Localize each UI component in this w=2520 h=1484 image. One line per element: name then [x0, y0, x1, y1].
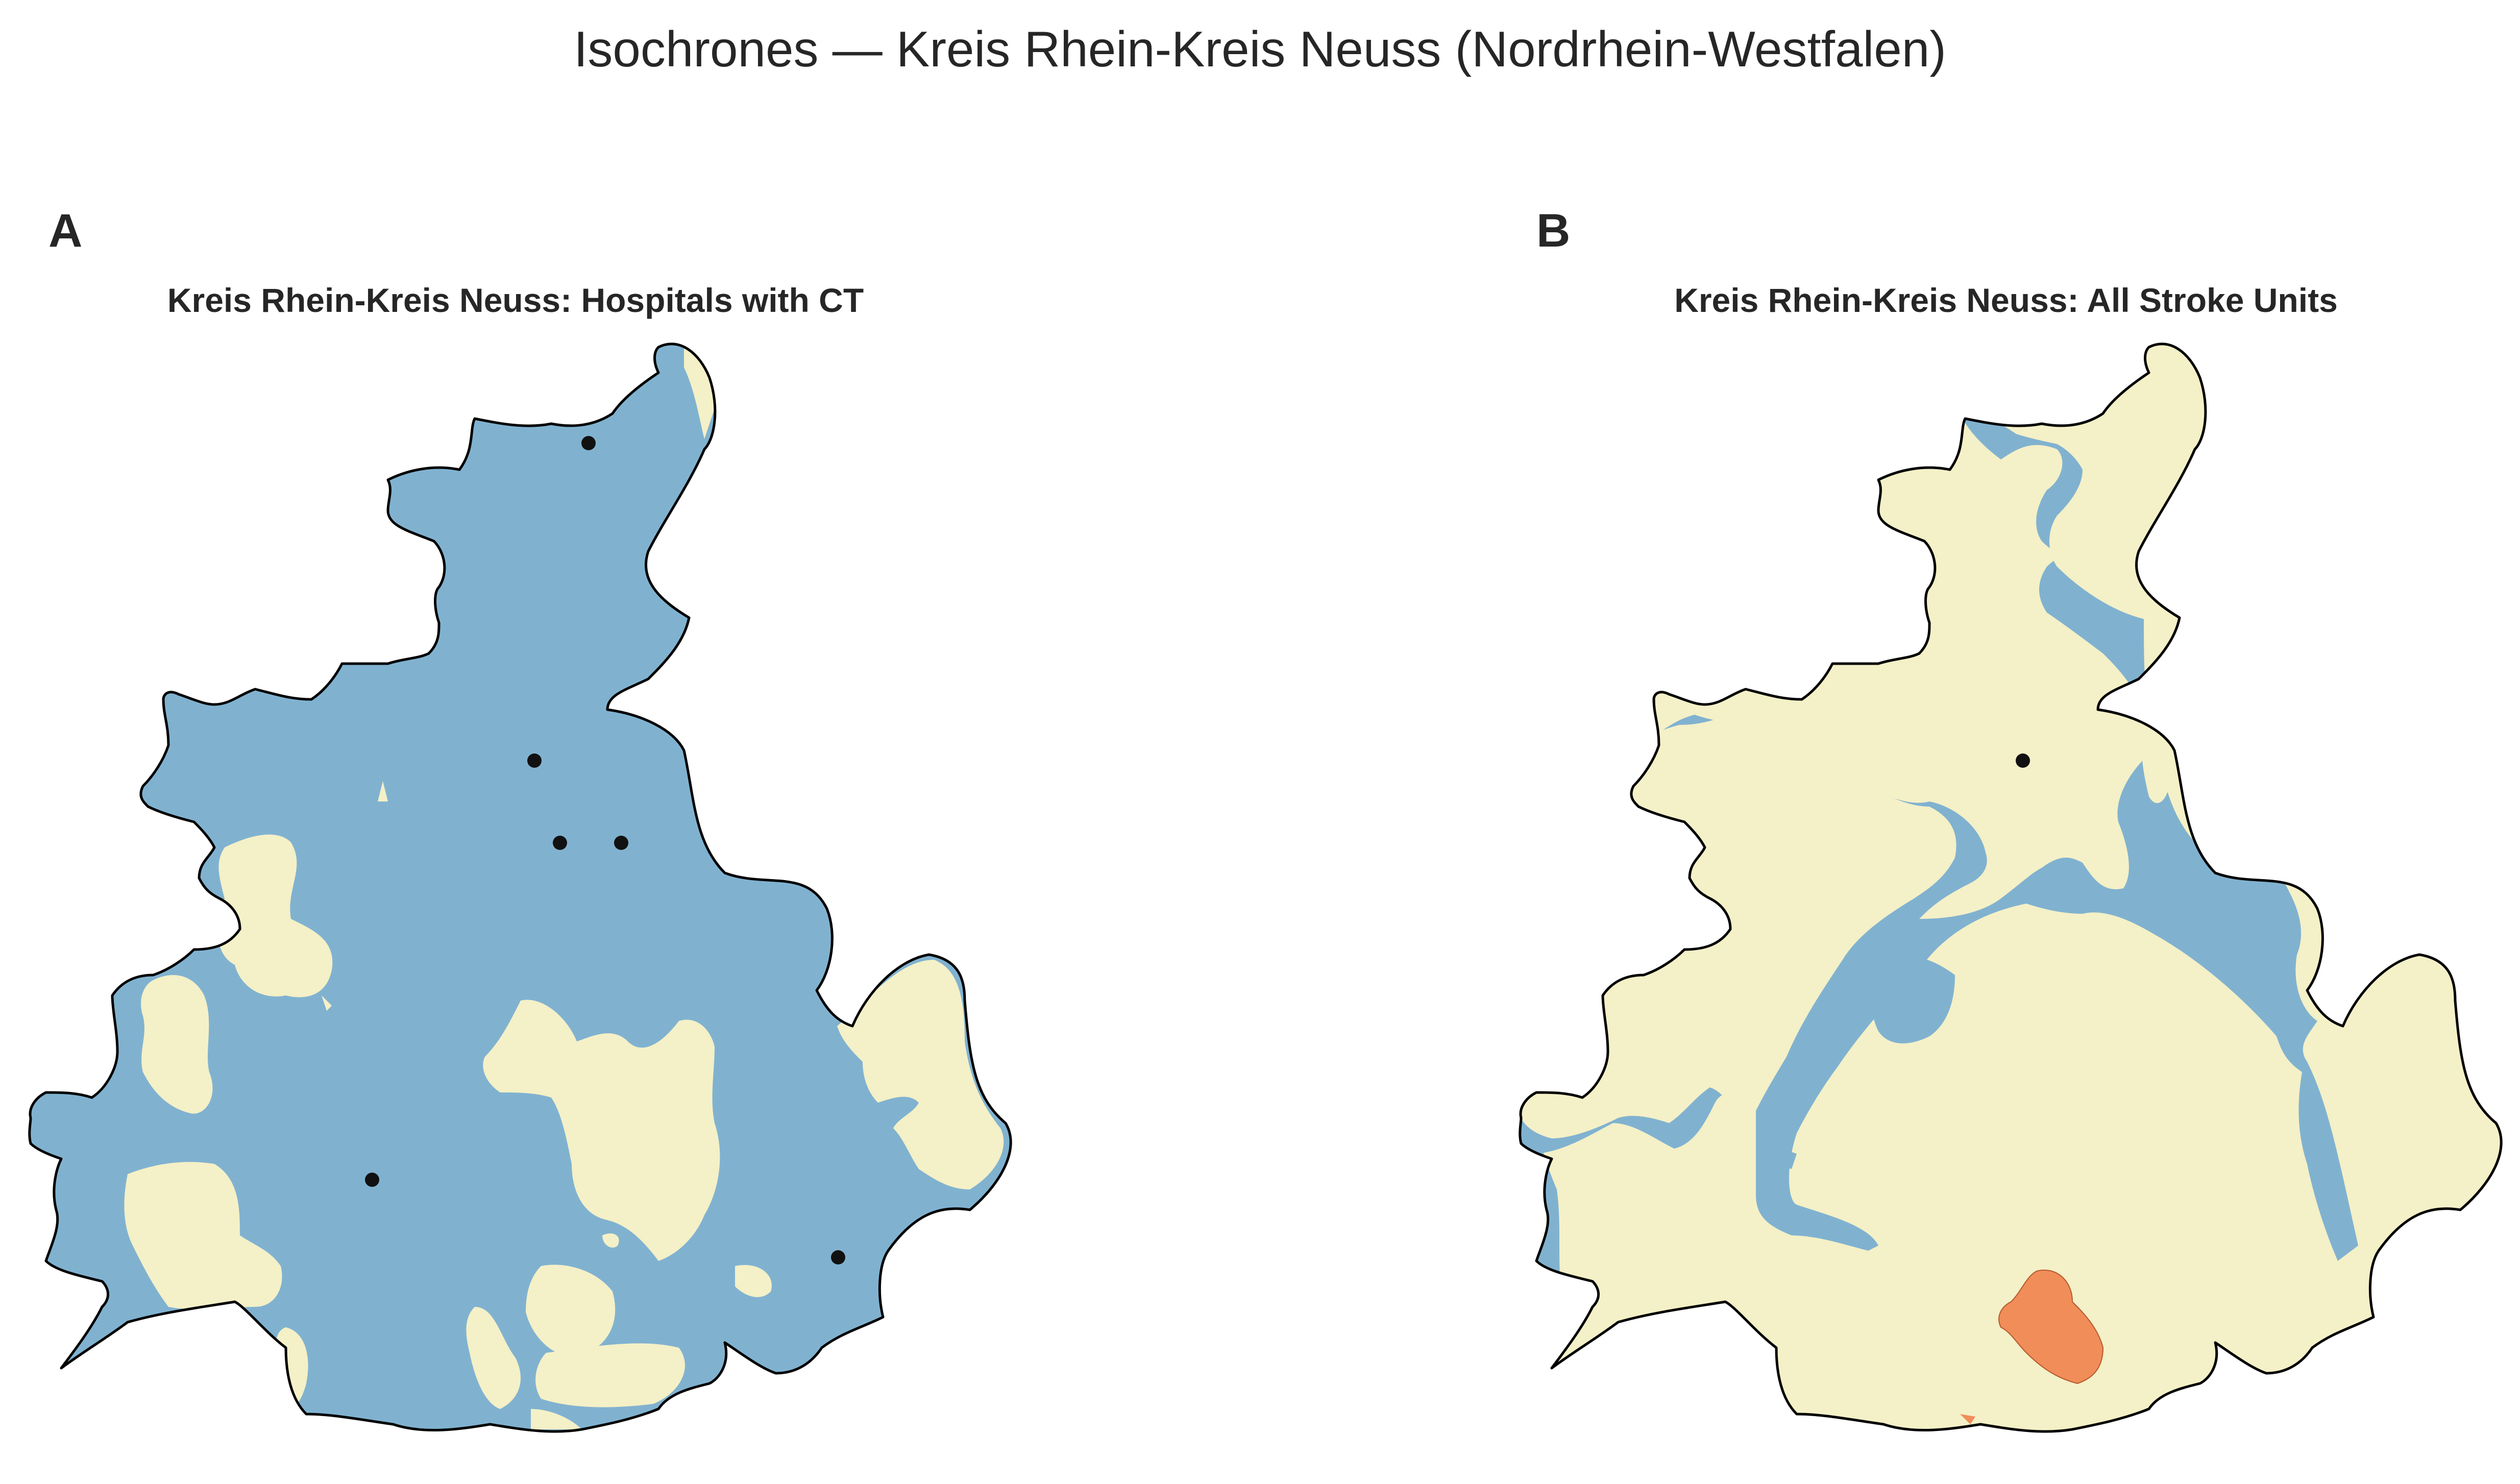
map-panel-a [30, 344, 1011, 1431]
panel-b-letter: B [1536, 205, 1571, 257]
travel-zones-yellow-a [124, 347, 1004, 1429]
panel-a-letter: A [48, 205, 83, 257]
hospital-marker [614, 836, 628, 850]
stroke-unit-points-b [2016, 753, 2030, 768]
travel-zone-yellow-b [1520, 344, 2502, 1432]
panel-b-title: Kreis Rhein-Kreis Neuss: All Stroke Unit… [1674, 281, 2338, 319]
panel-a-title: Kreis Rhein-Kreis Neuss: Hospitals with … [167, 281, 864, 319]
hospital-marker [527, 753, 542, 768]
stroke-unit-marker [2016, 753, 2030, 768]
hospital-points-a [365, 436, 845, 1264]
figure-title: Isochrones — Kreis Rhein-Kreis Neuss (No… [574, 21, 1946, 77]
hospital-marker [831, 1250, 845, 1264]
travel-zone-orange-b [1998, 1270, 2104, 1384]
map-panel-b [1422, 344, 2501, 1431]
travel-zone-orange-sliver-b [1960, 1414, 1975, 1424]
hospital-marker [553, 836, 567, 850]
hospital-marker [581, 436, 596, 450]
hospital-marker [365, 1173, 379, 1187]
